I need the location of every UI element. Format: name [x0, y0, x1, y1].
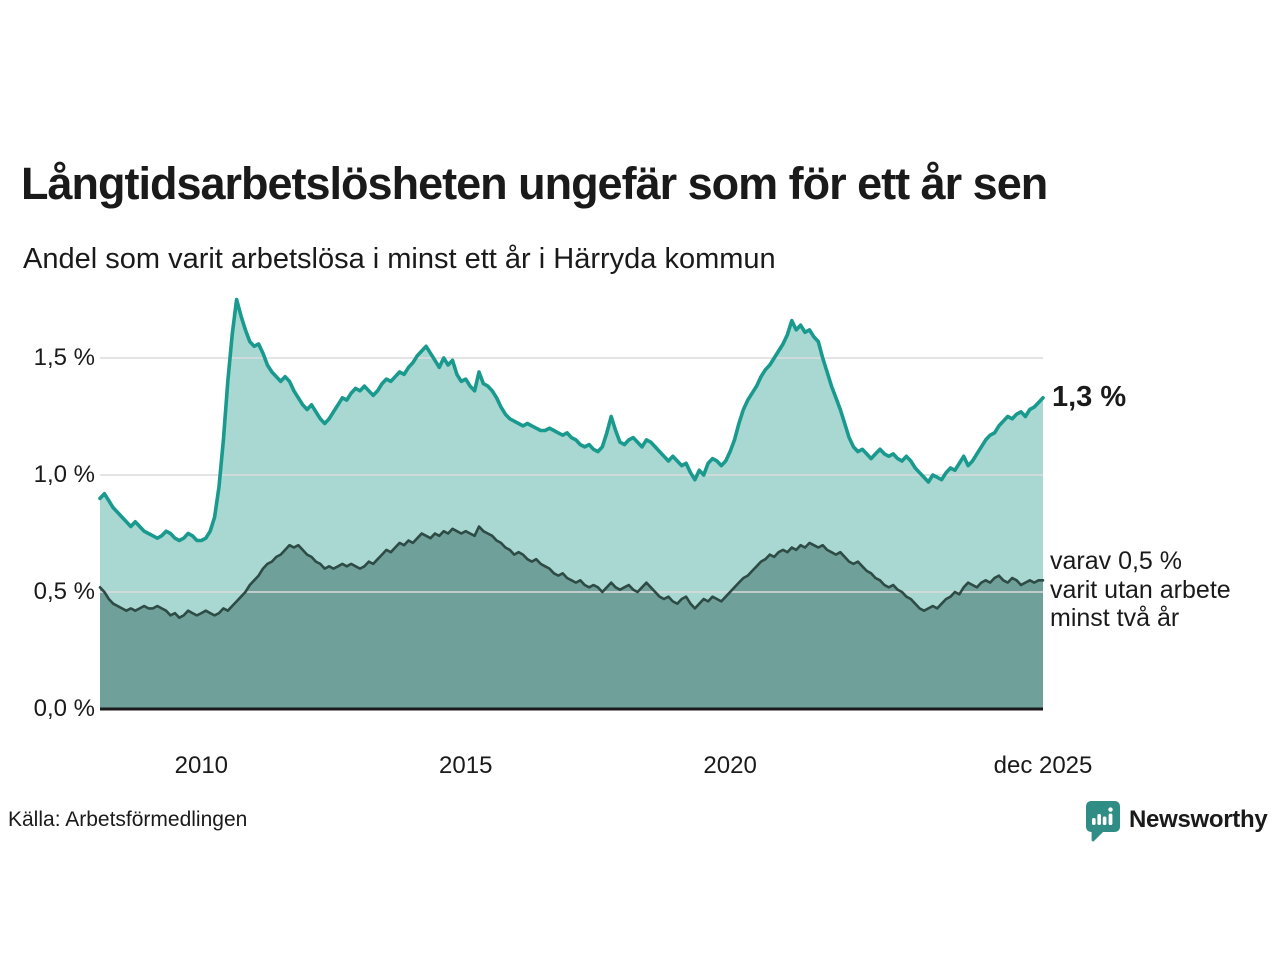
- x-axis-tick-label: dec 2025: [993, 752, 1093, 779]
- y-axis-tick-label: 0,5 %: [33, 578, 95, 605]
- two-year-annotation: varav 0,5 % varit utan arbete minst två …: [1050, 547, 1231, 633]
- chart-title: Långtidsarbetslösheten ungefär som för e…: [21, 158, 1048, 210]
- x-axis-tick-label: 2020: [703, 752, 757, 779]
- two-year-annotation-line1: varav 0,5 %: [1050, 547, 1183, 575]
- y-axis-tick-label: 0,0 %: [33, 695, 95, 722]
- two-year-annotation-line2: varit utan arbete: [1050, 575, 1231, 604]
- source-note: Källa: Arbetsförmedlingen: [8, 808, 248, 831]
- latest-value-label: 1,3 %: [1052, 381, 1127, 413]
- x-axis-tick-label: 2015: [439, 752, 493, 779]
- y-axis-tick-label: 1,5 %: [33, 344, 95, 371]
- y-axis-tick-label: 1,0 %: [33, 461, 95, 488]
- newsworthy-wordmark: Newsworthy: [1129, 805, 1268, 833]
- two-year-annotation-line3: minst två år: [1050, 604, 1180, 632]
- chart-subtitle: Andel som varit arbetslösa i minst ett å…: [23, 243, 776, 275]
- newsworthy-bubble-icon: [1086, 801, 1120, 842]
- newsworthy-logo: Newsworthy: [1086, 801, 1268, 842]
- x-axis-tick-label: 2010: [174, 752, 229, 779]
